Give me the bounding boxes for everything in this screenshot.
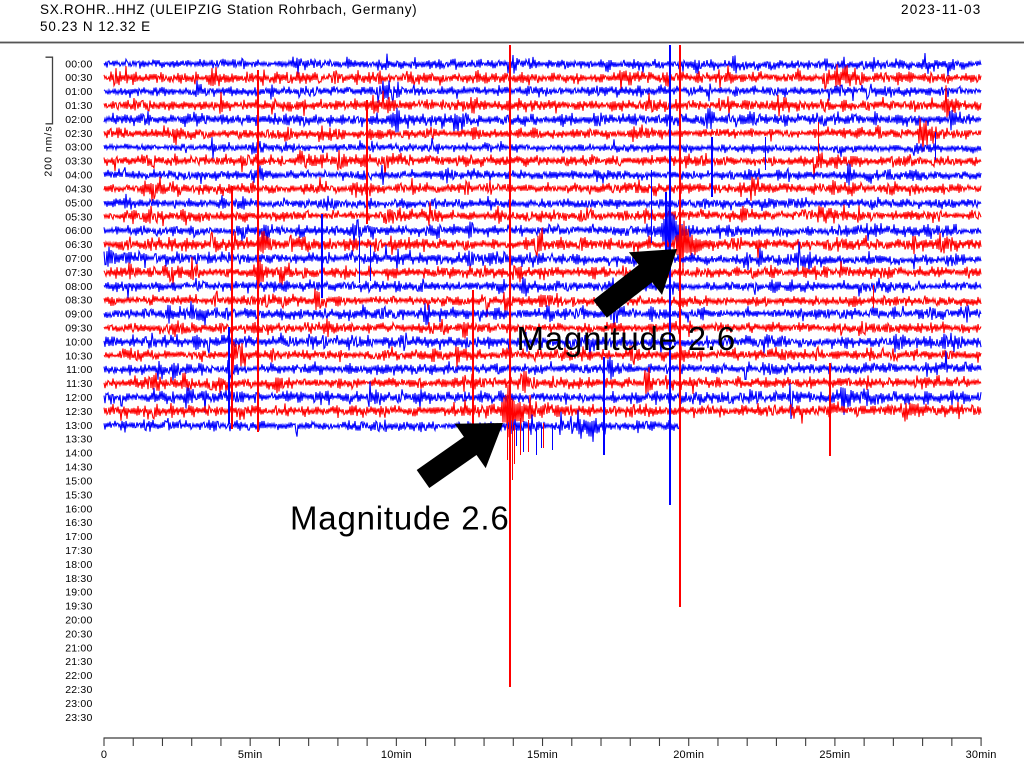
svg-text:20min: 20min [673,749,704,761]
svg-text:07:30: 07:30 [65,267,92,279]
svg-text:12:00: 12:00 [65,392,92,404]
svg-text:07:00: 07:00 [65,253,92,265]
svg-text:23:00: 23:00 [65,698,92,710]
svg-text:00:30: 00:30 [65,72,92,84]
svg-text:Magnitude 2.6: Magnitude 2.6 [517,320,737,357]
svg-text:30min: 30min [966,749,997,761]
svg-text:15:00: 15:00 [65,475,92,487]
svg-text:04:00: 04:00 [65,170,92,182]
svg-text:02:00: 02:00 [65,114,92,126]
svg-text:19:30: 19:30 [65,601,92,613]
svg-text:00:00: 00:00 [65,58,92,70]
svg-text:03:30: 03:30 [65,156,92,168]
svg-text:05:00: 05:00 [65,197,92,209]
svg-text:06:30: 06:30 [65,239,92,251]
svg-text:15min: 15min [527,749,558,761]
svg-text:08:30: 08:30 [65,295,92,307]
svg-text:09:00: 09:00 [65,309,92,321]
svg-text:05:30: 05:30 [65,211,92,223]
svg-text:19:00: 19:00 [65,587,92,599]
svg-text:5min: 5min [238,749,263,761]
svg-text:06:00: 06:00 [65,225,92,237]
svg-text:18:30: 18:30 [65,573,92,585]
svg-text:10:00: 10:00 [65,336,92,348]
svg-text:200 nm/s: 200 nm/s [43,125,55,176]
svg-text:16:00: 16:00 [65,503,92,515]
svg-text:21:30: 21:30 [65,656,92,668]
svg-text:15:30: 15:30 [65,489,92,501]
svg-text:02:30: 02:30 [65,128,92,140]
svg-text:23:30: 23:30 [65,712,92,724]
svg-text:0: 0 [101,749,107,761]
svg-text:01:00: 01:00 [65,86,92,98]
svg-text:17:00: 17:00 [65,531,92,543]
svg-text:13:30: 13:30 [65,434,92,446]
svg-text:14:00: 14:00 [65,448,92,460]
svg-text:20:30: 20:30 [65,628,92,640]
svg-text:04:30: 04:30 [65,183,92,195]
svg-text:14:30: 14:30 [65,462,92,474]
svg-text:25min: 25min [819,749,850,761]
svg-text:17:30: 17:30 [65,545,92,557]
svg-text:10:30: 10:30 [65,350,92,362]
svg-text:03:00: 03:00 [65,142,92,154]
svg-text:11:30: 11:30 [66,378,93,390]
svg-text:10min: 10min [381,749,412,761]
svg-text:20:00: 20:00 [65,615,92,627]
svg-text:21:00: 21:00 [65,642,92,654]
svg-text:50.23 N 12.32 E: 50.23 N 12.32 E [40,19,151,34]
svg-text:16:30: 16:30 [65,517,92,529]
svg-text:09:30: 09:30 [65,323,92,335]
svg-text:13:00: 13:00 [65,420,92,432]
svg-text:22:00: 22:00 [65,670,92,682]
svg-text:18:00: 18:00 [65,559,92,571]
svg-text:2023-11-03: 2023-11-03 [901,2,982,17]
svg-text:22:30: 22:30 [65,684,92,696]
svg-text:01:30: 01:30 [65,100,92,112]
svg-text:SX.ROHR..HHZ (ULEIPZIG Station: SX.ROHR..HHZ (ULEIPZIG Station Rohrbach,… [40,2,417,17]
svg-text:12:30: 12:30 [65,406,92,418]
svg-text:11:00: 11:00 [66,364,93,376]
svg-text:Magnitude 2.6: Magnitude 2.6 [290,500,510,537]
svg-text:08:00: 08:00 [65,281,92,293]
